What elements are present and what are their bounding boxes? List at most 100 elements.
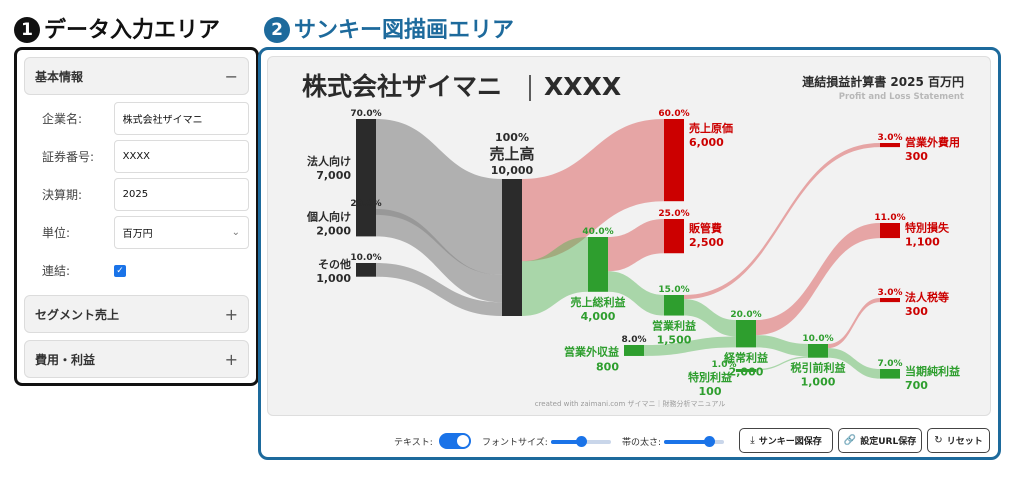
- link-gross-to-sga: [608, 219, 664, 272]
- node-nonop_inc: [624, 345, 644, 356]
- pct-label-cogs: 60.0%: [658, 109, 689, 119]
- node-label-indiv: 個人向け: [306, 210, 351, 224]
- value-label-extra_loss: 1,100: [905, 236, 940, 249]
- node-sga: [664, 219, 684, 254]
- value-label-pretax: 1,000: [801, 376, 836, 389]
- node-revenue: [502, 179, 522, 316]
- node-label-revenue: 売上高: [489, 145, 534, 163]
- unit-row: 単位: 百万円 ⌄: [24, 214, 249, 251]
- reset-label: リセット: [946, 437, 983, 447]
- sankey-area-title: サンキー図描画エリア: [294, 18, 515, 43]
- consolidated-label: 連結:: [42, 264, 71, 278]
- save-sankey-button[interactable]: ⤓ サンキー図保存: [739, 428, 833, 453]
- node-cogs: [664, 119, 684, 202]
- link-extra_gain-to-pretax: [756, 356, 808, 371]
- link-icon: 🔗: [843, 435, 857, 446]
- node-label-cogs: 売上原価: [689, 121, 733, 135]
- link-indiv-to-revenue: [376, 209, 502, 303]
- segment-sales-title: セグメント売上: [35, 307, 120, 322]
- node-ordinary: [736, 320, 756, 348]
- node-label-tax: 法人税等: [905, 290, 949, 304]
- pct-label-extra_loss: 11.0%: [874, 213, 905, 223]
- link-op-to-ordinary: [684, 299, 736, 337]
- costs-profit-title: 費用・利益: [35, 352, 96, 367]
- link-revenue-to-gross: [522, 237, 588, 316]
- link-ordinary-to-extra_loss: [756, 223, 880, 336]
- text-toggle-label: テキスト:: [394, 438, 433, 448]
- company-row: 企業名: 株式会社ザイマニ: [24, 100, 249, 137]
- node-label-sga: 販管費: [689, 221, 722, 235]
- node-net: [880, 369, 900, 379]
- node-op: [664, 295, 684, 316]
- pct-label-indiv: 20.0%: [350, 199, 381, 209]
- sankey-chart-frame: 70.0% 法人向け 7,000 20.0% 個人向け 2,000 10.0% その他 1,00…: [267, 56, 991, 416]
- value-label-sga: 2,500: [689, 236, 724, 249]
- node-nonop_exp: [880, 143, 900, 148]
- period-input[interactable]: 2025: [113, 178, 249, 211]
- unit-select[interactable]: 百万円 ⌄: [113, 216, 249, 249]
- node-label-gross: 売上総利益: [571, 295, 626, 309]
- font-size-slider[interactable]: [551, 436, 611, 447]
- reset-button[interactable]: ↻ リセット: [927, 428, 990, 453]
- segment-sales-accordion-header[interactable]: セグメント売上 +: [24, 295, 249, 333]
- value-label-op: 1,500: [657, 334, 692, 347]
- chart-controls: テキスト: フォントサイズ: 帯の太さ: ⤓ サンキー図保存 🔗 設定URL保存 ↻…: [261, 428, 998, 456]
- node-label-other: その他: [318, 257, 351, 271]
- band-width-slider[interactable]: [664, 436, 724, 447]
- link-revenue-to-cogs: [522, 119, 664, 262]
- period-value: 2025: [122, 189, 149, 200]
- basic-info-body: 企業名: 株式会社ザイマニ 証券番号: XXXX 決算期: 2025 単位: 百…: [24, 95, 249, 295]
- value-label-net: 700: [905, 379, 928, 392]
- node-pretax: [808, 344, 828, 358]
- pct-label-net: 7.0%: [878, 359, 903, 369]
- step-2-badge: 2: [264, 17, 290, 43]
- value-label-nonop_inc: 800: [596, 360, 619, 373]
- value-label-revenue: 10,000: [491, 164, 534, 177]
- period-label: 決算期:: [42, 188, 83, 202]
- save-url-label: 設定URL保存: [860, 437, 917, 447]
- pct-label-tax: 3.0%: [878, 288, 903, 298]
- pct-label-ordinary: 20.0%: [730, 310, 761, 320]
- pct-label-pretax: 10.0%: [802, 334, 833, 344]
- link-pretax-to-net: [828, 348, 880, 379]
- code-input[interactable]: XXXX: [113, 140, 249, 173]
- period-row: 決算期: 2025: [24, 176, 249, 213]
- node-gross: [588, 237, 608, 292]
- save-url-button[interactable]: 🔗 設定URL保存: [838, 428, 922, 453]
- sankey-panel: 70.0% 法人向け 7,000 20.0% 個人向け 2,000 10.0% その他 1,00…: [258, 47, 1001, 460]
- node-tax: [880, 298, 900, 303]
- node-other: [356, 263, 376, 277]
- link-ordinary-to-pretax: [756, 335, 808, 357]
- node-label-corp: 法人向け: [307, 154, 351, 168]
- text-toggle[interactable]: [439, 433, 471, 449]
- basic-info-accordion-header[interactable]: 基本情報 −: [24, 57, 249, 95]
- statement-subtitle: Profit and Loss Statement: [839, 92, 964, 102]
- pct-label-nonop_inc: 8.0%: [622, 335, 647, 345]
- collapse-icon[interactable]: −: [224, 66, 238, 86]
- value-label-indiv: 2,000: [316, 225, 351, 238]
- value-label-corp: 7,000: [316, 169, 351, 182]
- unit-value: 百万円: [122, 229, 153, 240]
- code-label: 証券番号:: [42, 150, 95, 164]
- company-value: 株式会社ザイマニ: [122, 115, 203, 126]
- node-label-nonop_exp: 営業外費用: [905, 135, 960, 149]
- expand-icon[interactable]: +: [224, 304, 238, 324]
- sankey-chart: 70.0%法人向け7,00020.0%個人向け2,00010.0%その他1,00…: [302, 72, 964, 408]
- expand-icon[interactable]: +: [224, 349, 238, 369]
- link-gross-to-op: [608, 271, 664, 316]
- font-size-label: フォントサイズ:: [482, 438, 548, 448]
- step-1-badge: 1: [14, 17, 40, 43]
- pct-label-nonop_exp: 3.0%: [878, 133, 903, 143]
- company-input[interactable]: 株式会社ザイマニ: [113, 102, 249, 135]
- band-width-label: 帯の太さ:: [622, 438, 662, 448]
- pct-label-gross: 40.0%: [582, 227, 613, 237]
- pct-label-revenue: 100%: [495, 131, 529, 144]
- value-label-nonop_exp: 300: [905, 150, 928, 163]
- download-icon: ⤓: [750, 435, 755, 446]
- code-value: XXXX: [122, 151, 151, 162]
- value-label-gross: 4,000: [581, 310, 616, 323]
- consolidated-checkbox[interactable]: ✓: [114, 264, 126, 277]
- link-op-to-nonop_exp: [684, 143, 880, 300]
- node-label-ordinary: 経常利益: [724, 350, 768, 364]
- costs-profit-accordion-header[interactable]: 費用・利益 +: [24, 340, 249, 378]
